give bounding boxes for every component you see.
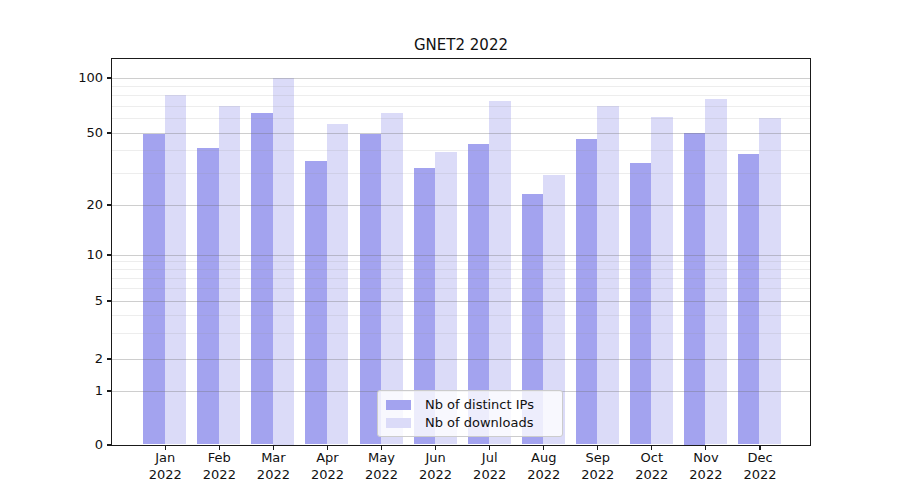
x-tick-mark — [273, 446, 274, 450]
bar-downloads-oct — [651, 117, 673, 445]
y-tick-mark — [107, 132, 111, 133]
y-tick-label: 10 — [0, 247, 103, 263]
legend: Nb of distinct IPs Nb of downloads — [377, 390, 563, 437]
y-tick-mark — [107, 444, 111, 445]
legend-row-downloads: Nb of downloads — [386, 414, 554, 432]
y-tick-mark — [107, 358, 111, 359]
grid-line-minor — [112, 315, 810, 316]
y-tick-label: 2 — [0, 351, 103, 367]
y-tick-mark — [107, 204, 111, 205]
bar-distinct-ips-sep — [576, 139, 598, 444]
grid-line-minor — [112, 278, 810, 279]
grid-line-minor — [112, 333, 810, 334]
x-tick-mark — [219, 446, 220, 450]
chart-title: GNET2 2022 — [111, 36, 811, 54]
grid-line-minor — [112, 106, 810, 107]
grid-line-minor — [112, 95, 810, 96]
y-tick-mark — [107, 390, 111, 391]
x-tick-mark — [381, 446, 382, 450]
grid-line-minor — [112, 86, 810, 87]
legend-swatch-distinct-ips — [386, 400, 411, 410]
grid-line-minor — [112, 150, 810, 151]
legend-swatch-downloads — [386, 418, 411, 428]
y-tick-label: 20 — [0, 197, 103, 213]
x-tick-mark — [489, 446, 490, 450]
y-tick-label: 100 — [0, 70, 103, 86]
y-tick-label: 1 — [0, 383, 103, 399]
x-tick-mark — [327, 446, 328, 450]
y-tick-label: 50 — [0, 125, 103, 141]
x-tick-mark — [597, 446, 598, 450]
bar-distinct-ips-dec — [738, 154, 760, 444]
bar-distinct-ips-feb — [197, 148, 219, 444]
grid-line-major — [112, 78, 810, 79]
legend-label-downloads: Nb of downloads — [425, 415, 533, 430]
bar-distinct-ips-apr — [305, 161, 327, 445]
grid-line-major — [112, 359, 810, 360]
grid-line-major — [112, 301, 810, 302]
y-tick-mark — [107, 254, 111, 255]
bar-downloads-feb — [219, 106, 241, 445]
grid-line-major — [112, 255, 810, 256]
y-tick-label: 5 — [0, 293, 103, 309]
legend-label-distinct-ips: Nb of distinct IPs — [425, 397, 534, 412]
figure: GNET2 2022 Nb of distinct IPs Nb of down… — [0, 0, 900, 500]
grid-line-minor — [112, 118, 810, 119]
grid-line-minor — [112, 288, 810, 289]
y-tick-mark — [107, 77, 111, 78]
legend-row-distinct-ips: Nb of distinct IPs — [386, 396, 554, 414]
bar-downloads-sep — [597, 106, 619, 445]
x-tick-mark — [759, 446, 760, 450]
x-tick-label-dec: Dec2022 — [728, 450, 792, 483]
grid-line-minor — [112, 173, 810, 174]
x-tick-mark — [651, 446, 652, 450]
y-tick-label: 0 — [0, 437, 103, 453]
x-tick-mark — [165, 446, 166, 450]
x-tick-mark — [705, 446, 706, 450]
grid-line-minor — [112, 269, 810, 270]
grid-line-major — [112, 205, 810, 206]
y-tick-mark — [107, 300, 111, 301]
grid-line-major — [112, 133, 810, 134]
x-tick-mark — [543, 446, 544, 450]
x-tick-mark — [435, 446, 436, 450]
grid-line-minor — [112, 261, 810, 262]
bar-downloads-dec — [759, 118, 781, 444]
bar-downloads-nov — [705, 99, 727, 444]
plot-area: Nb of distinct IPs Nb of downloads — [111, 58, 811, 446]
